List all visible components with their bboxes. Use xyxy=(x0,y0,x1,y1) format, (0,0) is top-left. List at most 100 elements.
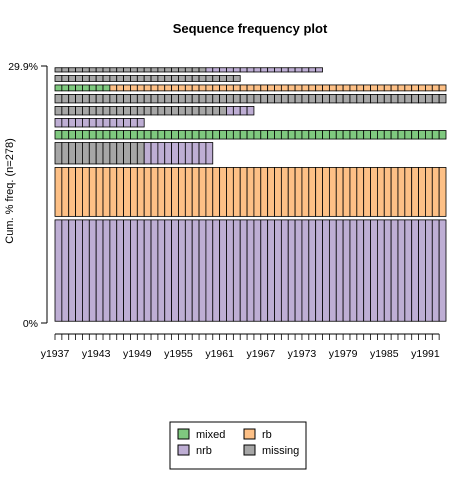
state-cell-mixed xyxy=(88,84,97,92)
state-cell-mixed xyxy=(123,130,131,140)
state-cell-missing xyxy=(178,106,186,116)
state-cell-missing xyxy=(136,106,145,116)
sequence-bar-9 xyxy=(54,75,241,82)
state-cell-mixed xyxy=(418,130,426,140)
state-cell-missing xyxy=(157,94,166,104)
state-cell-rb xyxy=(383,84,392,92)
state-cell-missing xyxy=(75,94,83,104)
state-cell-missing xyxy=(198,75,207,82)
state-cell-missing xyxy=(150,94,159,104)
state-cell-missing xyxy=(178,75,186,82)
state-cell-rb xyxy=(205,84,214,92)
state-cell-missing xyxy=(308,94,317,104)
state-cell-rb xyxy=(171,167,179,217)
state-cell-nrb xyxy=(315,67,323,73)
state-cell-mixed xyxy=(61,130,70,140)
state-cell-rb xyxy=(383,167,392,217)
state-cell-rb xyxy=(82,167,90,217)
state-cell-nrb xyxy=(150,142,159,165)
state-cell-nrb xyxy=(82,219,90,322)
state-cell-rb xyxy=(260,84,269,92)
state-cell-missing xyxy=(61,67,70,73)
state-cell-missing xyxy=(335,94,344,104)
state-cell-missing xyxy=(376,94,385,104)
state-cell-mixed xyxy=(150,130,159,140)
state-cell-rb xyxy=(411,167,419,217)
state-cell-nrb xyxy=(54,118,63,128)
state-cell-missing xyxy=(349,94,358,104)
state-cell-nrb xyxy=(171,219,179,322)
state-cell-nrb xyxy=(61,118,70,128)
state-cell-rb xyxy=(150,167,159,217)
state-cell-nrb xyxy=(232,219,241,322)
state-cell-nrb xyxy=(383,219,392,322)
state-cell-rb xyxy=(143,167,152,217)
state-cell-nrb xyxy=(88,118,97,128)
state-cell-missing xyxy=(239,94,248,104)
state-cell-nrb xyxy=(356,219,365,322)
state-cell-mixed xyxy=(226,130,234,140)
legend-label: missing xyxy=(262,445,299,457)
state-cell-mixed xyxy=(61,84,70,92)
sequence-bar-2 xyxy=(54,167,447,217)
x-axis: y1937 y1943 y1949 y1955 y1961 y1967 y1973 y1979… xyxy=(41,333,440,360)
state-cell-mixed xyxy=(212,130,221,140)
state-cell-rb xyxy=(322,84,330,92)
state-cell-nrb xyxy=(397,219,406,322)
x-tick-label: y1985 xyxy=(370,348,399,360)
state-cell-missing xyxy=(102,75,111,82)
state-cell-nrb xyxy=(315,219,323,322)
state-cell-missing xyxy=(130,94,138,104)
state-cell-rb xyxy=(191,167,200,217)
state-cell-missing xyxy=(123,67,131,73)
state-cell-nrb xyxy=(136,219,145,322)
state-cell-missing xyxy=(116,75,124,82)
sequence-bar-5 xyxy=(54,118,145,128)
state-cell-missing xyxy=(54,142,63,165)
state-cell-nrb xyxy=(143,142,152,165)
state-cell-mixed xyxy=(425,130,433,140)
legend-box xyxy=(169,421,307,470)
state-cell-rb xyxy=(280,84,289,92)
state-cell-rb xyxy=(274,84,282,92)
state-cell-mixed xyxy=(239,130,248,140)
legend-item-missing: missing xyxy=(243,444,299,457)
state-cell-rb xyxy=(253,84,262,92)
state-cell-missing xyxy=(157,75,166,82)
state-cell-rb xyxy=(253,167,262,217)
state-cell-nrb xyxy=(198,219,207,322)
state-cell-rb xyxy=(61,167,70,217)
state-cell-missing xyxy=(294,94,303,104)
state-cell-rb xyxy=(411,84,419,92)
state-cell-nrb xyxy=(95,118,104,128)
state-cell-rb xyxy=(226,84,234,92)
state-cell-missing xyxy=(431,94,440,104)
state-cell-mixed xyxy=(157,130,166,140)
legend-item-mixed: mixed xyxy=(177,428,225,441)
state-cell-missing xyxy=(232,75,241,82)
state-cell-missing xyxy=(82,106,90,116)
chart-title: Sequence frequency plot xyxy=(173,21,328,36)
state-cell-rb xyxy=(342,84,351,92)
state-cell-rb xyxy=(205,167,214,217)
state-cell-missing xyxy=(198,94,207,104)
state-cell-mixed xyxy=(322,130,330,140)
state-cell-rb xyxy=(431,167,440,217)
state-cell-mixed xyxy=(267,130,275,140)
state-cell-nrb xyxy=(431,219,440,322)
state-cell-rb xyxy=(322,167,330,217)
state-cell-missing xyxy=(280,94,289,104)
state-cell-nrb xyxy=(232,106,241,116)
state-cell-missing xyxy=(370,94,378,104)
state-cell-rb xyxy=(123,167,131,217)
state-cell-missing xyxy=(95,142,104,165)
state-cell-nrb xyxy=(226,219,234,322)
state-cell-nrb xyxy=(116,118,124,128)
state-cell-missing xyxy=(75,106,83,116)
state-cell-missing xyxy=(116,67,124,73)
state-cell-missing xyxy=(164,67,173,73)
state-cell-missing xyxy=(109,142,118,165)
state-cell-rb xyxy=(157,167,166,217)
state-cell-missing xyxy=(143,75,152,82)
state-cell-rb xyxy=(123,84,131,92)
